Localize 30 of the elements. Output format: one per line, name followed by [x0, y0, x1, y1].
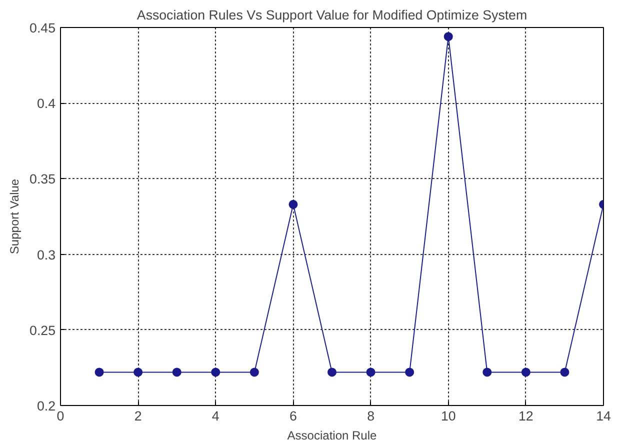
x-tick-label: 0 — [56, 408, 64, 424]
x-tick-label: 10 — [440, 408, 456, 424]
x-tick-label: 8 — [367, 408, 374, 424]
point — [482, 368, 492, 377]
y-axis-title: Support Value — [8, 178, 22, 254]
point — [134, 368, 143, 377]
y-tick-label: 0.2 — [36, 398, 56, 414]
x-axis-title: Association Rule — [287, 428, 378, 442]
x-tick-label: 2 — [134, 408, 142, 424]
y-tick-label: 0.3 — [36, 247, 56, 262]
point — [405, 368, 414, 377]
point — [172, 368, 182, 377]
point — [366, 368, 376, 377]
point — [328, 368, 336, 377]
x-tick-label: 12 — [518, 408, 534, 424]
x-tick-label: 4 — [212, 408, 220, 424]
chart-title: Association Rules Vs Support Value for Modified Optimize System — [136, 8, 528, 22]
point — [560, 368, 570, 377]
point — [444, 32, 453, 42]
y-tick-label: 0.4 — [36, 96, 56, 112]
x-tick-label: 6 — [290, 408, 297, 424]
y-tick-label: 0.45 — [30, 20, 56, 36]
point — [521, 368, 530, 377]
point — [211, 368, 220, 377]
point — [250, 368, 259, 377]
y-tick-label: 0.35 — [30, 172, 56, 187]
y-tick-label: 0.25 — [30, 322, 56, 338]
point — [288, 200, 298, 209]
x-tick-label: 14 — [596, 408, 612, 424]
point — [94, 368, 104, 377]
